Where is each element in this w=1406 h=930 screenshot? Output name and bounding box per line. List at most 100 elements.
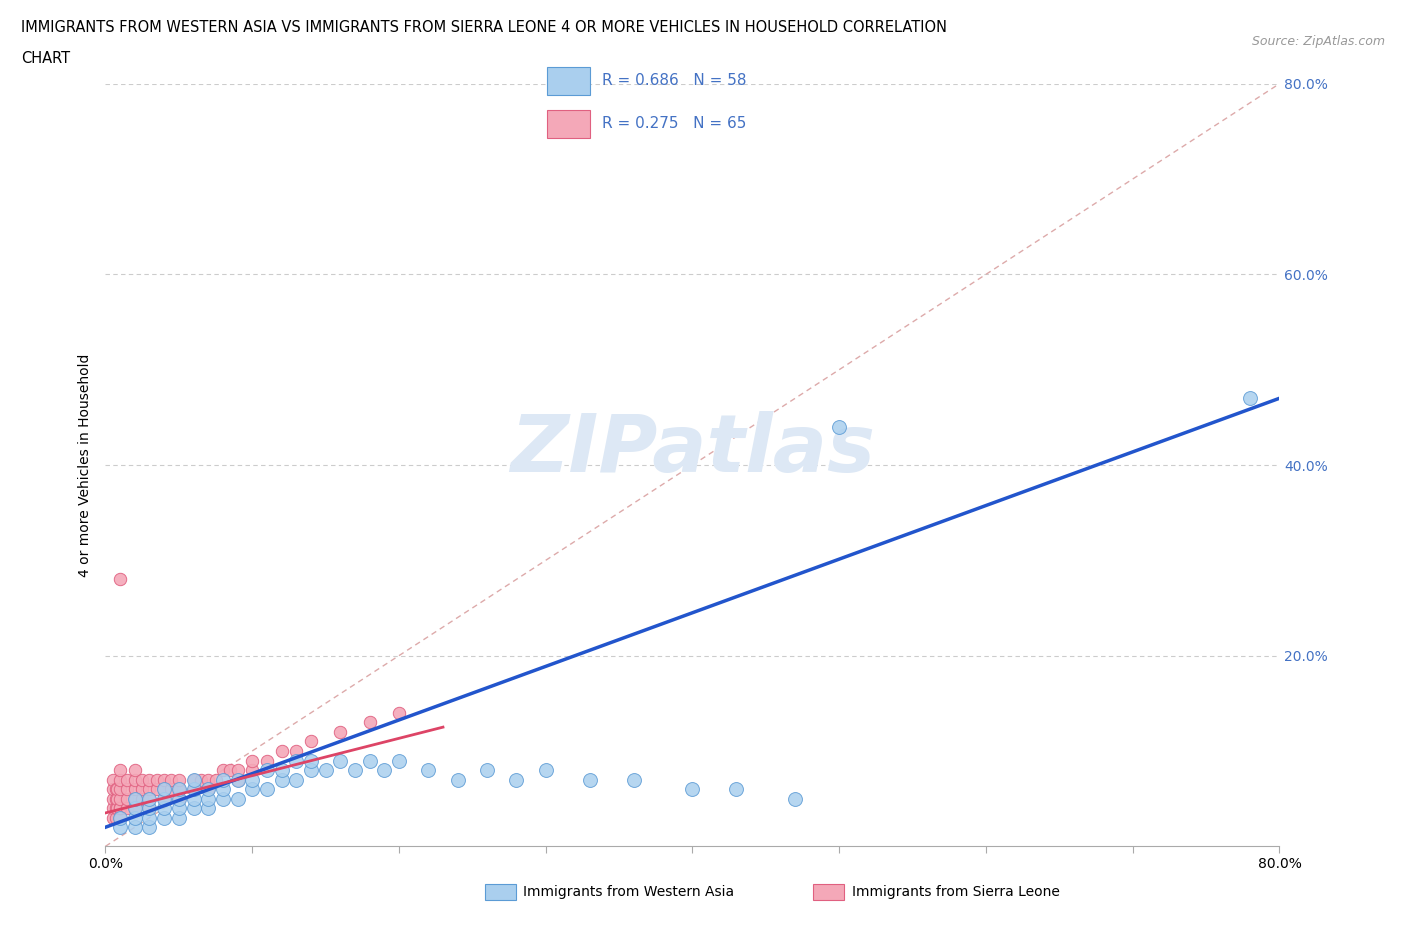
Point	[101, 801, 124, 816]
Text: R = 0.686   N = 58: R = 0.686 N = 58	[602, 73, 747, 88]
Point	[299, 753, 322, 768]
Point	[256, 781, 278, 796]
Point	[388, 753, 411, 768]
Point	[211, 763, 233, 777]
Point	[197, 791, 219, 806]
Point	[108, 791, 131, 806]
Point	[329, 753, 352, 768]
Point	[124, 801, 146, 816]
Point	[138, 810, 160, 825]
Point	[285, 753, 308, 768]
Text: Source: ZipAtlas.com: Source: ZipAtlas.com	[1251, 35, 1385, 48]
Point	[124, 772, 146, 787]
Point	[117, 791, 139, 806]
Point	[108, 810, 131, 825]
Point	[329, 724, 352, 739]
Point	[725, 781, 748, 796]
Point	[315, 763, 337, 777]
Point	[105, 791, 128, 806]
Point	[124, 820, 146, 835]
Point	[183, 781, 205, 796]
Point	[108, 772, 131, 787]
Point	[219, 763, 242, 777]
Point	[343, 763, 366, 777]
Point	[211, 781, 233, 796]
Point	[160, 781, 183, 796]
Point	[226, 791, 249, 806]
Point	[285, 744, 308, 759]
Point	[197, 781, 219, 796]
Point	[1239, 391, 1261, 405]
Point	[124, 801, 146, 816]
Point	[388, 706, 411, 721]
Point	[117, 801, 139, 816]
Bar	[547, 110, 591, 138]
Bar	[547, 67, 591, 95]
Point	[211, 791, 233, 806]
Point	[204, 772, 226, 787]
Point	[153, 791, 176, 806]
Point	[146, 772, 169, 787]
Point	[183, 791, 205, 806]
Text: R = 0.275   N = 65: R = 0.275 N = 65	[602, 116, 747, 131]
Point	[240, 781, 263, 796]
Point	[138, 801, 160, 816]
Point	[101, 810, 124, 825]
Point	[108, 810, 131, 825]
Point	[108, 801, 131, 816]
Point	[138, 781, 160, 796]
Point	[167, 810, 190, 825]
Point	[270, 763, 292, 777]
Y-axis label: 4 or more Vehicles in Household: 4 or more Vehicles in Household	[79, 353, 93, 577]
Point	[167, 781, 190, 796]
Point	[505, 772, 527, 787]
Point	[190, 772, 212, 787]
Point	[124, 781, 146, 796]
Point	[138, 772, 160, 787]
Point	[256, 763, 278, 777]
Point	[299, 734, 322, 749]
Point	[138, 801, 160, 816]
Point	[124, 791, 146, 806]
Point	[153, 791, 176, 806]
Point	[124, 791, 146, 806]
Text: ZIPatlas: ZIPatlas	[510, 411, 875, 489]
Point	[534, 763, 557, 777]
Point	[153, 801, 176, 816]
Point	[828, 419, 851, 434]
Point	[211, 772, 233, 787]
Point	[131, 791, 153, 806]
Point	[108, 820, 131, 835]
Point	[138, 820, 160, 835]
Point	[240, 763, 263, 777]
Point	[299, 763, 322, 777]
Point	[138, 791, 160, 806]
Point	[240, 772, 263, 787]
Point	[359, 715, 381, 730]
Point	[131, 772, 153, 787]
Point	[101, 781, 124, 796]
Point	[104, 810, 127, 825]
Point	[446, 772, 468, 787]
Point	[197, 781, 219, 796]
Point	[104, 801, 127, 816]
Point	[124, 810, 146, 825]
Point	[418, 763, 440, 777]
Point	[197, 772, 219, 787]
Point	[240, 753, 263, 768]
Point	[153, 810, 176, 825]
Point	[270, 744, 292, 759]
Point	[117, 772, 139, 787]
Point	[475, 763, 498, 777]
Point	[105, 801, 128, 816]
Point	[785, 791, 807, 806]
Point	[256, 753, 278, 768]
Point	[578, 772, 600, 787]
Point	[153, 781, 176, 796]
Point	[101, 791, 124, 806]
Point	[183, 781, 205, 796]
Text: Immigrants from Sierra Leone: Immigrants from Sierra Leone	[852, 884, 1060, 899]
Point	[167, 791, 190, 806]
Point	[138, 791, 160, 806]
Point	[226, 772, 249, 787]
